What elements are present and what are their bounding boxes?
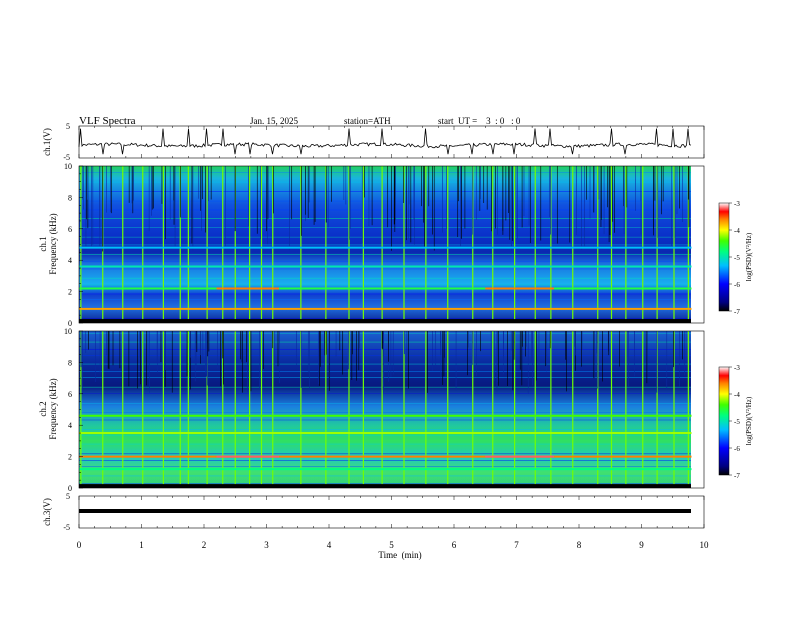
station-label: station=ATH <box>344 116 391 126</box>
spectrogram-low-band <box>79 484 691 488</box>
ch1-spectrogram-ylabel: Frequency (kHz) <box>48 213 58 274</box>
colorbar-ch1-ticks: -3 -4 -5 -6 -7 <box>729 200 740 316</box>
x-axis-tick-label: 9 <box>639 540 644 550</box>
ch2-spectrogram-ylabel-channel: ch.2 <box>38 401 48 416</box>
ch1-ytick-bottom: -5 <box>63 153 70 162</box>
ch3-waveform-trace <box>79 509 691 513</box>
spectrogram-ytick-label: 10 <box>64 162 72 171</box>
ch1-spectrogram-yticks: 0 2 4 6 8 10 <box>64 162 83 328</box>
spectrogram-low-band <box>79 319 691 323</box>
spectrogram-ytick-label: 0 <box>68 319 72 328</box>
ch1-spectrogram-marks <box>79 166 692 323</box>
ch2-spectrogram-ylabel: Frequency (kHz) <box>48 378 58 439</box>
ch3-ytick-bottom: -5 <box>63 523 70 532</box>
colorbar-tick-label: -5 <box>734 254 740 262</box>
ch2-spectrogram-background <box>79 331 691 488</box>
figure-title: VLF Spectra <box>79 115 136 127</box>
ch3-xticks <box>78 496 705 528</box>
colorbar-ch2-gradient <box>718 366 730 476</box>
x-axis-label: Time (min) <box>378 550 421 560</box>
colorbar-tick-label: -3 <box>734 364 740 372</box>
colorbar-ch1-label: log(PSD)(V²/Hz) <box>745 232 753 281</box>
ch1-waveform-trace <box>78 128 692 155</box>
x-axis-tick-label: 1 <box>139 540 144 550</box>
x-axis-tick-label: 8 <box>577 540 582 550</box>
x-axis-tick-label: 3 <box>264 540 269 550</box>
colorbar-tick-label: -7 <box>734 472 740 480</box>
spectrogram-ytick-label: 2 <box>68 288 72 297</box>
spectrogram-ytick-label: 8 <box>68 358 72 367</box>
colorbar-tick-label: -6 <box>734 281 740 289</box>
ch2-spectrogram-yticks: 0 2 4 6 8 10 <box>64 327 83 493</box>
ch3-waveform-panel: ch.3(V) 5 -5 0 1 2 3 4 5 6 7 8 9 10 Time (min) <box>42 492 709 560</box>
spectrogram-ytick-label: 4 <box>68 421 72 430</box>
ch2-spectrogram-marks <box>79 331 692 488</box>
ch2-spectrogram-panel: ch.2 Frequency (kHz) 0 2 4 6 8 10 <box>38 327 705 493</box>
ch1-ylabel: ch.1(V) <box>42 128 52 156</box>
spectrogram-ytick-label: 4 <box>68 256 72 265</box>
colorbar-tick-label: -3 <box>734 200 740 208</box>
start-time-label: start UT = 3 : 0 : 0 <box>438 116 521 126</box>
ch1-xticks <box>78 126 705 158</box>
x-axis-tick-label: 4 <box>327 540 332 550</box>
colorbar-tick-label: -7 <box>734 308 740 316</box>
colorbar-tick-label: -6 <box>734 445 740 453</box>
ch3-ytick-top: 5 <box>66 492 70 501</box>
x-axis-tick-label: 5 <box>389 540 394 550</box>
x-axis-tick-label: 2 <box>202 540 207 550</box>
ch3-ylabel: ch.3(V) <box>42 498 52 526</box>
spectrogram-ytick-label: 2 <box>68 453 72 462</box>
ch1-spectrogram-panel: ch.1 Frequency (kHz) 0 2 4 6 8 10 <box>38 162 705 328</box>
x-axis-tick-label: 10 <box>700 540 710 550</box>
spectrogram-ytick-label: 8 <box>68 193 72 202</box>
spectrogram-ytick-label: 6 <box>68 390 72 399</box>
ch1-waveform-panel: ch.1(V) 5 -5 <box>42 122 705 162</box>
figure-header: VLF Spectra Jan. 15, 2025 station=ATH st… <box>79 115 521 127</box>
colorbar-ch2: -3 -4 -5 -6 -7 log(PSD)(V²/Hz) <box>718 364 753 480</box>
colorbar-tick-label: -4 <box>734 391 740 399</box>
ch1-spectrogram-background <box>79 166 691 323</box>
ch1-ytick-top: 5 <box>66 122 70 131</box>
colorbar-ch1-gradient <box>718 202 730 312</box>
spectrogram-ytick-label: 0 <box>68 484 72 493</box>
colorbar-tick-label: -4 <box>734 227 740 235</box>
ch1-spectrogram-ylabel-channel: ch.1 <box>38 236 48 251</box>
colorbar-tick-label: -5 <box>734 418 740 426</box>
colorbar-ch1: -3 -4 -5 -6 -7 log(PSD)(V²/Hz) <box>718 200 753 316</box>
spectrogram-ytick-label: 6 <box>68 225 72 234</box>
colorbar-ch2-label: log(PSD)(V²/Hz) <box>745 396 753 445</box>
x-axis-tick-label: 6 <box>452 540 457 550</box>
x-axis-tick-labels: 0 1 2 3 4 5 6 7 8 9 10 <box>77 540 709 550</box>
date-label: Jan. 15, 2025 <box>250 116 298 126</box>
colorbar-ch2-ticks: -3 -4 -5 -6 -7 <box>729 364 740 480</box>
ch1-waveform-frame <box>78 125 705 159</box>
x-axis-tick-label: 0 <box>77 540 82 550</box>
x-axis-tick-label: 7 <box>514 540 519 550</box>
spectrogram-ytick-label: 10 <box>64 327 72 336</box>
